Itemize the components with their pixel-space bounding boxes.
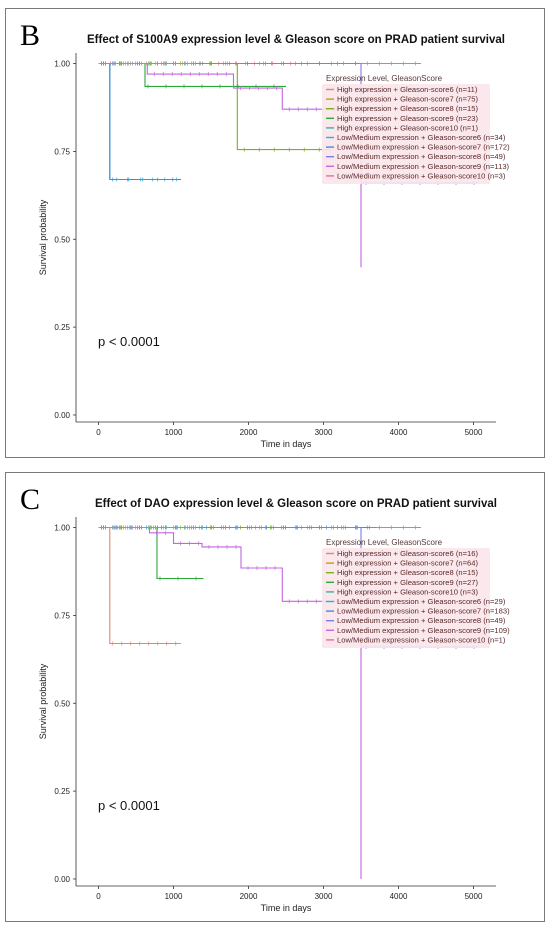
y-tick-label: 0.50 <box>54 235 70 244</box>
legend-item: Low/Medium expression + Gleason-score10 … <box>337 171 506 180</box>
legend-item: Low/Medium expression + Gleason-score7 (… <box>337 607 510 616</box>
x-tick-label: 2000 <box>240 892 258 901</box>
legend-item: Low/Medium expression + Gleason-score8 (… <box>337 616 506 625</box>
legend-item: Low/Medium expression + Gleason-score9 (… <box>337 162 510 171</box>
x-tick-label: 3000 <box>315 428 333 437</box>
x-axis-label: Time in days <box>261 903 312 913</box>
y-tick-label: 0.75 <box>54 147 70 156</box>
survival-curve <box>98 62 286 87</box>
legend-item: Low/Medium expression + Gleason-score10 … <box>337 635 506 644</box>
x-tick-label: 0 <box>96 892 101 901</box>
panel-c: C Effect of DAO expression level & Gleas… <box>5 472 545 922</box>
survival-chart: Effect of S100A9 expression level & Glea… <box>38 34 510 449</box>
chart-title: Effect of DAO expression level & Gleason… <box>95 498 497 510</box>
legend-item: Low/Medium expression + Gleason-score6 (… <box>337 133 506 142</box>
legend-item: High expression + Gleason-score8 (n=15) <box>337 104 478 113</box>
y-tick-label: 0.00 <box>54 875 70 884</box>
x-axis-label: Time in days <box>261 439 312 449</box>
survival-curve <box>98 62 181 181</box>
legend-item: Low/Medium expression + Gleason-score7 (… <box>337 143 510 152</box>
panel-letter: B <box>20 19 41 52</box>
x-tick-label: 1000 <box>165 428 183 437</box>
y-tick-label: 0.25 <box>54 787 70 796</box>
legend-item: High expression + Gleason-score8 (n=15) <box>337 568 478 577</box>
legend-item: High expression + Gleason-score9 (n=27) <box>337 578 478 587</box>
legend-item: Low/Medium expression + Gleason-score6 (… <box>337 597 506 606</box>
survival-curve <box>98 62 331 151</box>
y-tick-label: 0.50 <box>54 699 70 708</box>
chart-title: Effect of S100A9 expression level & Glea… <box>87 34 505 46</box>
y-tick-label: 1.00 <box>54 524 70 533</box>
x-tick-label: 2000 <box>240 428 258 437</box>
legend-title: Expression Level, GleasonScore <box>326 74 443 83</box>
x-tick-label: 3000 <box>315 892 333 901</box>
p-value-label: p < 0.0001 <box>98 798 160 813</box>
panel-letter: C <box>20 483 41 516</box>
y-tick-label: 0.00 <box>54 411 70 420</box>
legend-item: High expression + Gleason-score6 (n=16) <box>337 549 478 558</box>
legend-item: Low/Medium expression + Gleason-score8 (… <box>337 152 506 161</box>
legend-item: High expression + Gleason-score10 (n=1) <box>337 123 478 132</box>
legend-item: High expression + Gleason-score7 (n=64) <box>337 559 478 568</box>
legend-item: Low/Medium expression + Gleason-score9 (… <box>337 626 510 635</box>
legend-item: High expression + Gleason-score6 (n=11) <box>337 85 478 94</box>
legend-background <box>322 548 490 648</box>
survival-curve <box>98 526 181 645</box>
y-tick-label: 0.75 <box>54 611 70 620</box>
legend-item: High expression + Gleason-score7 (n=75) <box>337 95 478 104</box>
survival-curve <box>98 526 362 879</box>
x-tick-label: 1000 <box>165 892 183 901</box>
legend-item: High expression + Gleason-score9 (n=23) <box>337 114 478 123</box>
panel-b: B Effect of S100A9 expression level & Gl… <box>5 8 545 458</box>
survival-chart: Effect of DAO expression level & Gleason… <box>38 498 510 913</box>
x-tick-label: 5000 <box>465 428 483 437</box>
y-axis-label: Survival probability <box>38 199 48 275</box>
x-tick-label: 5000 <box>465 892 483 901</box>
x-tick-label: 0 <box>96 428 101 437</box>
y-axis-label: Survival probability <box>38 663 48 739</box>
survival-curve <box>98 62 181 181</box>
x-tick-label: 4000 <box>390 428 408 437</box>
survival-curve <box>98 62 362 268</box>
legend-item: High expression + Gleason-score10 (n=3) <box>337 587 478 596</box>
survival-curve <box>98 526 204 580</box>
p-value-label: p < 0.0001 <box>98 334 160 349</box>
legend-background <box>322 84 490 184</box>
y-tick-label: 1.00 <box>54 60 70 69</box>
x-tick-label: 4000 <box>390 892 408 901</box>
y-tick-label: 0.25 <box>54 323 70 332</box>
legend-title: Expression Level, GleasonScore <box>326 538 443 547</box>
